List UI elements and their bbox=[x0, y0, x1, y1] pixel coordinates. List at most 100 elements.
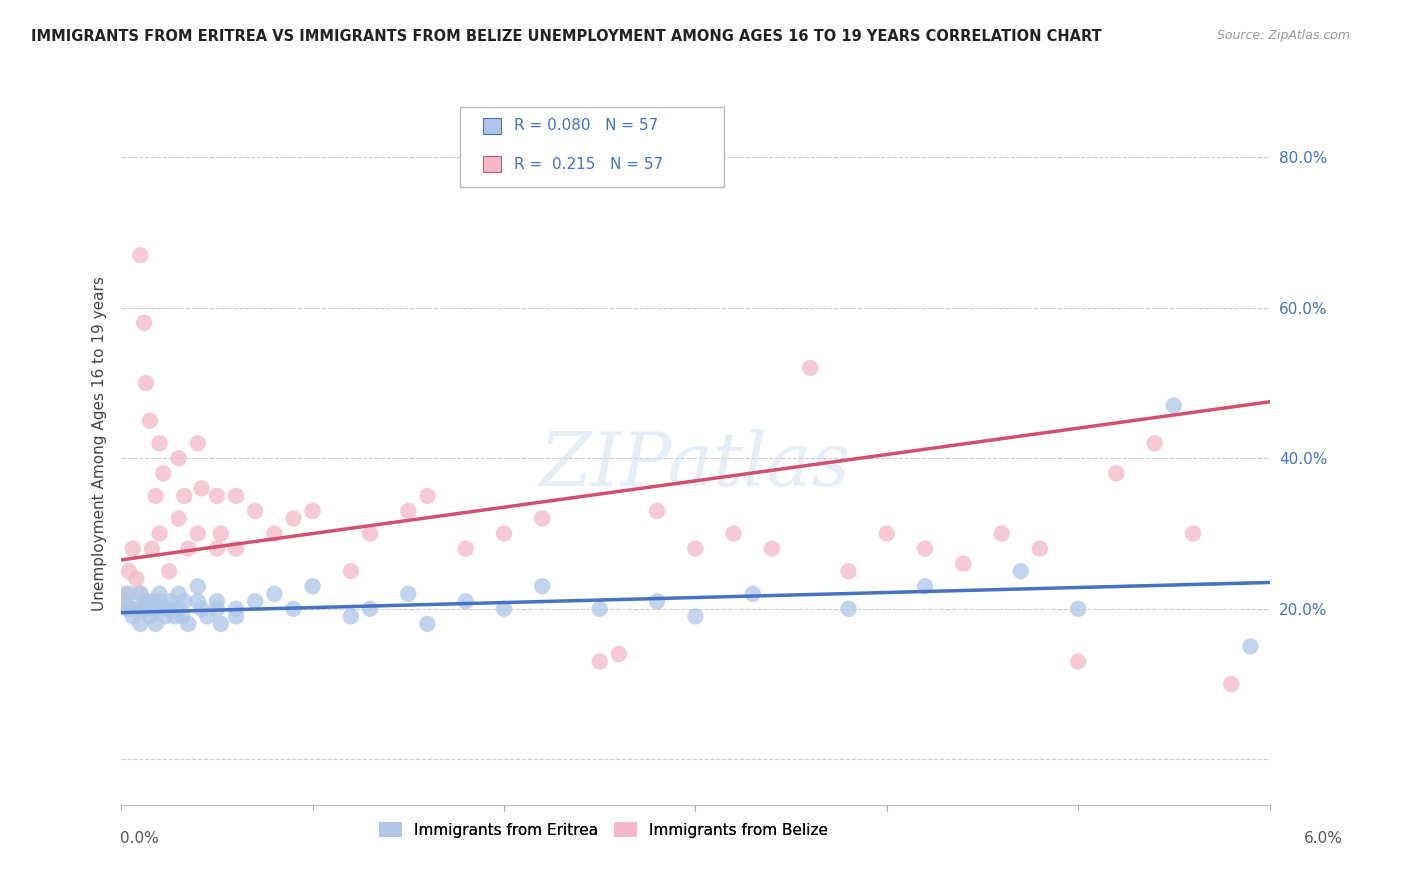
Point bbox=[205, 489, 228, 503]
Point bbox=[876, 526, 898, 541]
Point bbox=[243, 504, 266, 518]
Point bbox=[359, 526, 381, 541]
FancyBboxPatch shape bbox=[482, 118, 501, 134]
Point bbox=[187, 579, 209, 593]
Point bbox=[209, 616, 232, 631]
Point bbox=[685, 609, 707, 624]
Point bbox=[187, 594, 209, 608]
Point bbox=[225, 609, 247, 624]
Point bbox=[145, 489, 167, 503]
Point bbox=[120, 602, 142, 616]
Point bbox=[114, 587, 136, 601]
Point bbox=[187, 526, 209, 541]
Point bbox=[152, 467, 174, 481]
Point bbox=[115, 602, 138, 616]
Point bbox=[157, 564, 180, 578]
Point bbox=[167, 587, 190, 601]
Point bbox=[1067, 655, 1090, 669]
Point bbox=[1163, 399, 1185, 413]
Point bbox=[283, 511, 305, 525]
Text: R = 0.080   N = 57: R = 0.080 N = 57 bbox=[515, 119, 658, 134]
Point bbox=[416, 616, 439, 631]
Point bbox=[139, 414, 162, 428]
Point bbox=[118, 564, 141, 578]
Point bbox=[209, 526, 232, 541]
Point bbox=[167, 511, 190, 525]
Text: IMMIGRANTS FROM ERITREA VS IMMIGRANTS FROM BELIZE UNEMPLOYMENT AMONG AGES 16 TO : IMMIGRANTS FROM ERITREA VS IMMIGRANTS FR… bbox=[31, 29, 1102, 44]
Text: Source: ZipAtlas.com: Source: ZipAtlas.com bbox=[1216, 29, 1350, 42]
Point bbox=[952, 557, 974, 571]
Point bbox=[1143, 436, 1166, 450]
Point bbox=[799, 360, 821, 375]
Point bbox=[134, 602, 156, 616]
Point bbox=[205, 594, 228, 608]
Point bbox=[492, 526, 515, 541]
Point bbox=[837, 564, 859, 578]
Text: R =  0.215   N = 57: R = 0.215 N = 57 bbox=[515, 157, 664, 172]
Point bbox=[914, 541, 936, 556]
Point bbox=[837, 602, 859, 616]
Point bbox=[1220, 677, 1243, 691]
Point bbox=[685, 541, 707, 556]
Point bbox=[1105, 467, 1128, 481]
Point bbox=[173, 594, 195, 608]
Point bbox=[607, 647, 630, 661]
Point bbox=[141, 594, 163, 608]
Point bbox=[396, 587, 419, 601]
Point bbox=[225, 489, 247, 503]
Point bbox=[129, 587, 152, 601]
Point bbox=[129, 616, 152, 631]
Point bbox=[340, 564, 363, 578]
Point bbox=[177, 616, 200, 631]
Text: 0.0%: 0.0% bbox=[120, 831, 159, 846]
Point bbox=[990, 526, 1012, 541]
Point bbox=[416, 489, 439, 503]
Point bbox=[1181, 526, 1204, 541]
Point bbox=[120, 602, 142, 616]
Point bbox=[1239, 640, 1261, 654]
Point bbox=[167, 602, 190, 616]
Point bbox=[135, 594, 157, 608]
Point bbox=[225, 541, 247, 556]
Point bbox=[283, 602, 305, 616]
Point bbox=[589, 602, 612, 616]
Point bbox=[148, 436, 170, 450]
Point bbox=[172, 609, 194, 624]
Point bbox=[195, 609, 218, 624]
Point bbox=[121, 609, 143, 624]
Point bbox=[167, 451, 190, 466]
Point bbox=[723, 526, 745, 541]
Point bbox=[454, 594, 477, 608]
Text: ZIPatlas: ZIPatlas bbox=[540, 429, 851, 501]
Point bbox=[645, 594, 668, 608]
Y-axis label: Unemployment Among Ages 16 to 19 years: Unemployment Among Ages 16 to 19 years bbox=[93, 276, 107, 611]
Point bbox=[589, 655, 612, 669]
Point bbox=[454, 541, 477, 556]
Point bbox=[225, 602, 247, 616]
Point bbox=[148, 594, 170, 608]
Point bbox=[160, 594, 183, 608]
Point bbox=[163, 609, 186, 624]
Point bbox=[148, 587, 170, 601]
Point bbox=[340, 609, 363, 624]
Point bbox=[359, 602, 381, 616]
Point bbox=[645, 504, 668, 518]
Point bbox=[187, 436, 209, 450]
Point bbox=[129, 248, 152, 262]
Point bbox=[190, 482, 212, 496]
Text: 6.0%: 6.0% bbox=[1303, 831, 1343, 846]
Point bbox=[157, 602, 180, 616]
Point bbox=[134, 316, 156, 330]
Point bbox=[121, 541, 143, 556]
Point bbox=[914, 579, 936, 593]
Point bbox=[125, 572, 148, 586]
Point bbox=[114, 594, 136, 608]
FancyBboxPatch shape bbox=[482, 156, 501, 172]
Point bbox=[135, 376, 157, 390]
Point bbox=[148, 526, 170, 541]
Point bbox=[741, 587, 763, 601]
Point bbox=[145, 616, 167, 631]
Point bbox=[1067, 602, 1090, 616]
Point bbox=[396, 504, 419, 518]
Point bbox=[761, 541, 783, 556]
